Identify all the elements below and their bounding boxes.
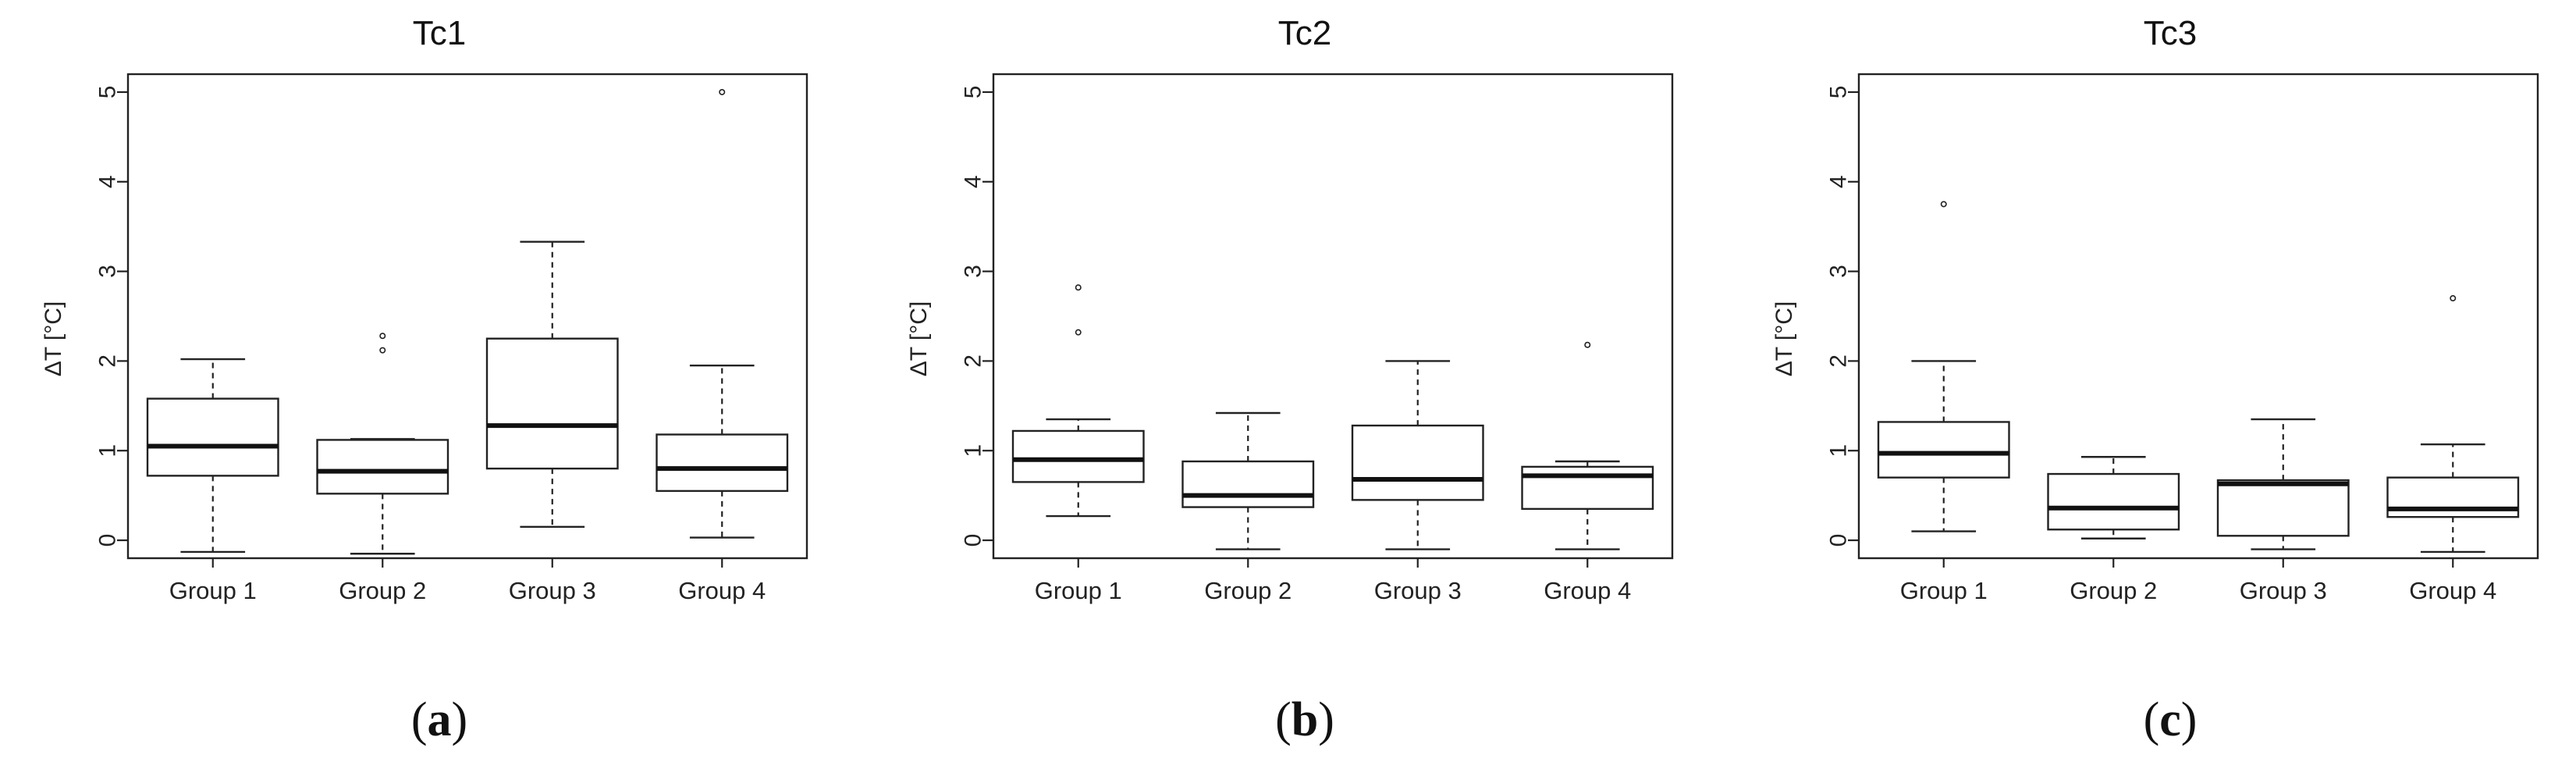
box-2 bbox=[316, 333, 449, 555]
box-4 bbox=[2386, 295, 2520, 554]
x-axis: Group 1 Group 2 Group 3 Group 4 bbox=[169, 558, 766, 604]
x-tick-label: Group 1 bbox=[1035, 577, 1122, 604]
box-4 bbox=[1521, 341, 1654, 550]
x-axis: Group 1 Group 2 Group 3 Group 4 bbox=[1900, 558, 2496, 604]
outlier-point bbox=[379, 347, 386, 354]
x-tick-label: Group 3 bbox=[2240, 577, 2327, 604]
y-tick-label: 3 bbox=[961, 265, 986, 278]
box-2 bbox=[1181, 411, 1315, 550]
y-tick-label: 0 bbox=[95, 534, 121, 547]
x-tick-label: Group 1 bbox=[1900, 577, 1988, 604]
y-tick-label: 0 bbox=[1826, 534, 1852, 547]
x-tick-label: Group 3 bbox=[509, 577, 596, 604]
box-iqr bbox=[1351, 424, 1484, 501]
y-axis: 0 1 2 3 4 5 bbox=[1826, 86, 1859, 547]
y-tick-label: 2 bbox=[95, 354, 121, 368]
x-tick-label: Group 4 bbox=[678, 577, 766, 604]
box-iqr bbox=[1877, 421, 2010, 479]
plot-frame bbox=[126, 73, 808, 560]
box-1 bbox=[1011, 284, 1145, 518]
y-tick-label: 5 bbox=[95, 86, 121, 99]
y-tick-label: 1 bbox=[961, 444, 986, 457]
y-tick-label: 2 bbox=[961, 354, 986, 368]
subfigure-letter: a bbox=[428, 693, 452, 746]
y-tick-label: 1 bbox=[95, 444, 121, 457]
panel-title: Tc1 bbox=[413, 14, 466, 52]
panel-tc2: Tc2 ΔT [°C] 0 1 2 3 4 5 Group 1 Group 2 Group 3… bbox=[906, 14, 1674, 746]
y-tick-label: 1 bbox=[1826, 444, 1852, 457]
y-tick-label: 2 bbox=[1826, 354, 1852, 368]
box-1 bbox=[1877, 201, 2010, 532]
outlier-point bbox=[379, 333, 386, 340]
box-iqr bbox=[485, 337, 619, 470]
panel-tc1: Tc1 ΔT [°C] 0 1 2 3 4 5 Group 1 Group 2 Group 3… bbox=[41, 14, 808, 746]
box-iqr bbox=[1521, 465, 1654, 511]
outlier-point bbox=[719, 88, 726, 95]
y-tick-label: 4 bbox=[1826, 175, 1852, 188]
x-axis: Group 1 Group 2 Group 3 Group 4 bbox=[1035, 558, 1631, 604]
outlier-point bbox=[1940, 201, 1947, 208]
box-plots bbox=[1877, 201, 2520, 554]
box-iqr bbox=[1011, 429, 1145, 483]
y-axis-label: ΔT [°C] bbox=[906, 301, 932, 377]
y-axis: 0 1 2 3 4 5 bbox=[961, 86, 993, 547]
subfigure-label: (b) bbox=[1275, 693, 1334, 746]
x-tick-label: Group 2 bbox=[1204, 577, 1292, 604]
y-axis: 0 1 2 3 4 5 bbox=[95, 86, 128, 547]
subfigure-letter: b bbox=[1292, 693, 1318, 746]
box-iqr bbox=[316, 439, 449, 495]
y-tick-label: 4 bbox=[961, 175, 986, 188]
subfigure-label: (c) bbox=[2144, 693, 2198, 746]
panel-title: Tc3 bbox=[2144, 14, 2197, 52]
outlier-point bbox=[2450, 295, 2457, 302]
box-4 bbox=[656, 88, 789, 539]
box-iqr bbox=[656, 433, 789, 493]
x-tick-label: Group 4 bbox=[1544, 577, 1631, 604]
x-tick-label: Group 4 bbox=[2409, 577, 2496, 604]
plot-frame bbox=[992, 73, 1674, 560]
panel-title: Tc2 bbox=[1278, 14, 1331, 52]
y-tick-label: 3 bbox=[1826, 265, 1852, 278]
box-3 bbox=[485, 240, 619, 529]
x-tick-label: Group 2 bbox=[2070, 577, 2157, 604]
plot-frame bbox=[1857, 73, 2539, 560]
box-plots bbox=[146, 88, 789, 555]
x-tick-label: Group 2 bbox=[339, 577, 426, 604]
y-tick-label: 3 bbox=[95, 265, 121, 278]
box-plots bbox=[1011, 284, 1654, 550]
box-iqr bbox=[1181, 460, 1315, 508]
x-tick-label: Group 1 bbox=[169, 577, 257, 604]
y-tick-label: 0 bbox=[961, 534, 986, 547]
box-3 bbox=[1351, 360, 1484, 550]
panel-tc3: Tc3 ΔT [°C] 0 1 2 3 4 5 Group 1 Group 2 Group 3… bbox=[1771, 14, 2539, 746]
subfigure-label: (a) bbox=[411, 693, 467, 746]
box-1 bbox=[146, 358, 279, 554]
y-tick-label: 5 bbox=[961, 86, 986, 99]
x-tick-label: Group 3 bbox=[1374, 577, 1462, 604]
y-tick-label: 5 bbox=[1826, 86, 1852, 99]
y-axis-label: ΔT [°C] bbox=[1771, 301, 1797, 377]
subfigure-letter: c bbox=[2159, 693, 2181, 746]
box-iqr bbox=[146, 397, 279, 477]
outlier-point bbox=[1584, 341, 1591, 348]
box-iqr bbox=[2216, 479, 2350, 537]
box-2 bbox=[2047, 456, 2180, 539]
y-tick-label: 4 bbox=[95, 175, 121, 188]
y-axis-label: ΔT [°C] bbox=[41, 301, 66, 377]
box-3 bbox=[2216, 418, 2350, 550]
box-iqr bbox=[2047, 472, 2180, 531]
outlier-point bbox=[1075, 284, 1082, 291]
outlier-point bbox=[1075, 329, 1082, 336]
